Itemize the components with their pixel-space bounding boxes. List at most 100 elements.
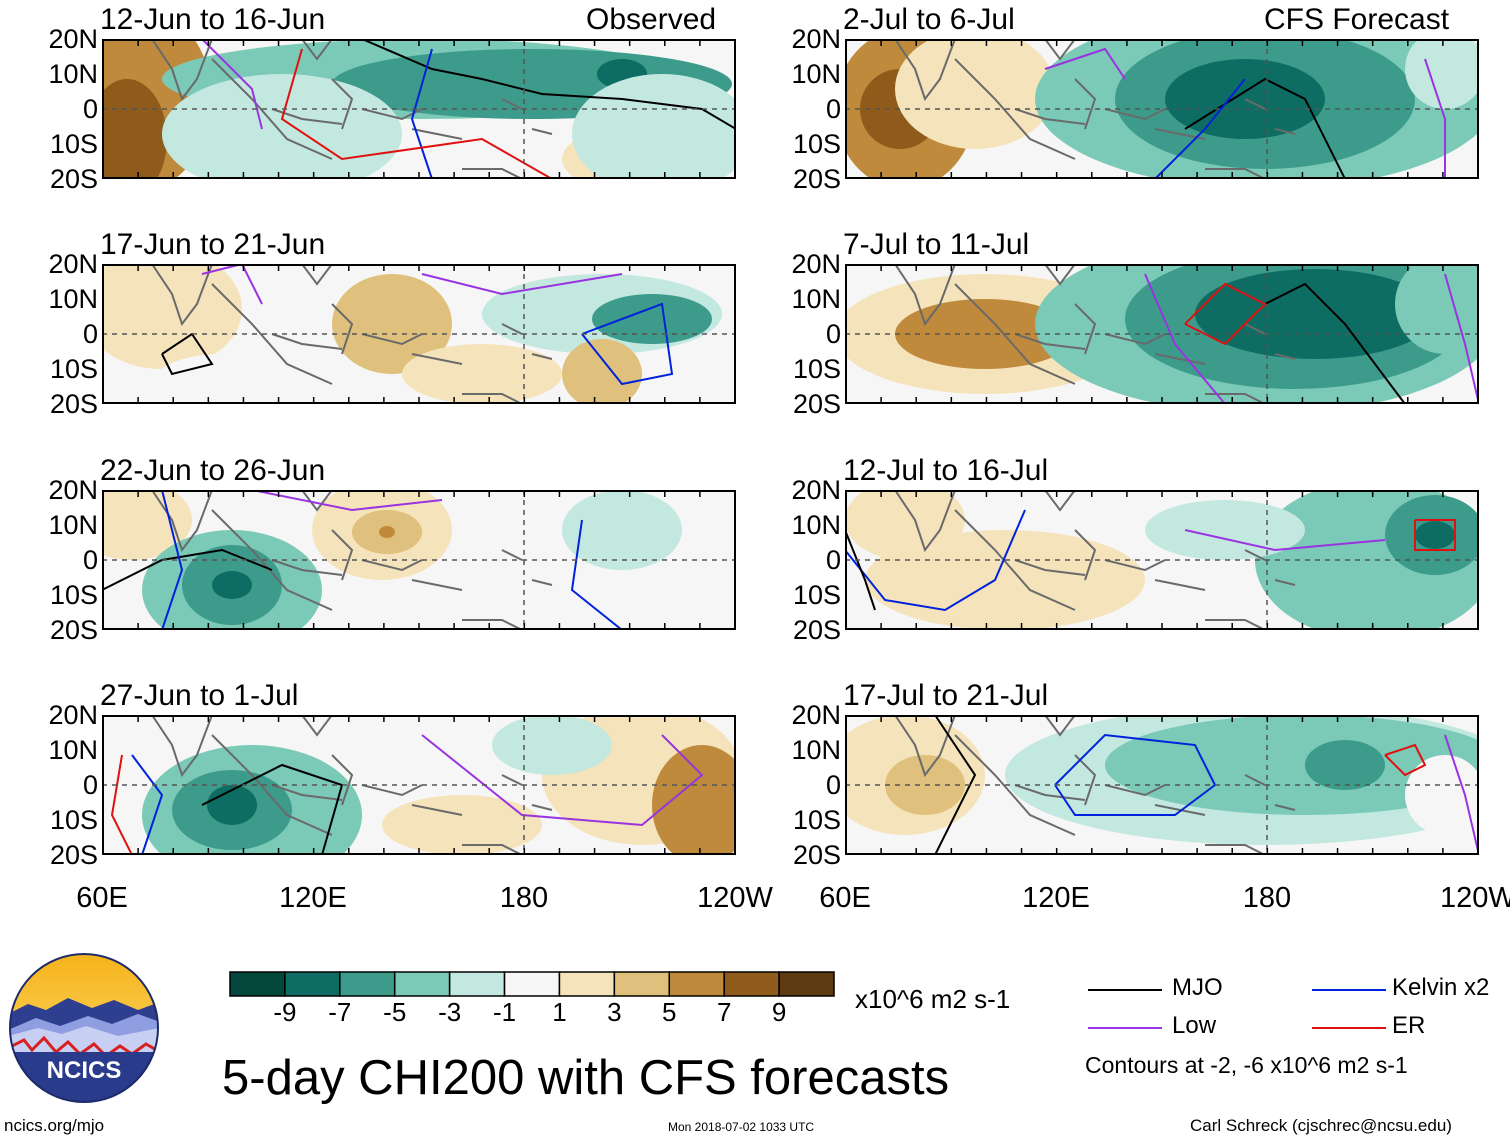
wave-contour bbox=[1264, 282, 1406, 404]
colorbar-tick-label: -9 bbox=[273, 997, 297, 1027]
colorbar-tick-label: -1 bbox=[492, 997, 517, 1027]
coastline bbox=[151, 715, 553, 855]
website-link[interactable]: ncics.org/mjo bbox=[4, 1116, 105, 1135]
logo-text: NCICS bbox=[47, 1057, 122, 1084]
wave-contour bbox=[161, 490, 184, 630]
lat-tick-10n-panel-5: 10N bbox=[791, 59, 841, 89]
lat-tick-0-panel-7: 0 bbox=[825, 545, 841, 575]
legend-label-kelvin: Kelvin x2 bbox=[1392, 974, 1490, 1001]
lat-tick-20s-panel-4: 20S bbox=[49, 840, 98, 870]
lat-tick-10s-panel-8: 10S bbox=[792, 805, 841, 835]
map-panel-6 bbox=[845, 264, 1479, 404]
legend-line-mjo bbox=[1088, 989, 1162, 991]
lat-tick-20s-panel-8: 20S bbox=[792, 840, 841, 870]
colorbar-tick-label: 1 bbox=[552, 997, 567, 1027]
legend-label-mjo: MJO bbox=[1172, 974, 1223, 1001]
lat-tick-0-panel-8: 0 bbox=[825, 770, 841, 800]
wave-contour bbox=[280, 48, 553, 179]
anomaly-region bbox=[1405, 39, 1479, 109]
colorbar-swatch bbox=[668, 971, 725, 997]
coastline bbox=[894, 490, 1296, 630]
legend-line-kelvin bbox=[1312, 989, 1386, 991]
contour-note: Contours at -2, -6 x10^6 m2 s-1 bbox=[1085, 1052, 1408, 1078]
wave-contour bbox=[131, 754, 164, 855]
colorbar-swatch bbox=[339, 971, 396, 997]
lat-tick-10s-panel-3: 10S bbox=[49, 580, 98, 610]
anomaly-region bbox=[102, 490, 192, 560]
lat-tick-20n-panel-1: 20N bbox=[48, 24, 98, 54]
anomaly-region bbox=[1105, 715, 1479, 815]
lat-tick-10s-panel-7: 10S bbox=[792, 580, 841, 610]
map-panel-5 bbox=[845, 39, 1479, 179]
anomaly-region bbox=[207, 785, 257, 825]
wave-contour bbox=[251, 490, 443, 512]
lat-tick-10s-panel-6: 10S bbox=[792, 354, 841, 384]
lat-tick-20n-panel-3: 20N bbox=[48, 475, 98, 505]
lat-tick-0-panel-5: 0 bbox=[825, 94, 841, 124]
anomaly-region bbox=[162, 74, 402, 179]
wave-contour bbox=[1154, 78, 1246, 179]
map-panel-2 bbox=[102, 264, 736, 404]
lat-tick-20n-panel-8: 20N bbox=[791, 700, 841, 730]
legend-label-er: ER bbox=[1392, 1012, 1426, 1039]
lat-tick-0-panel-3: 0 bbox=[82, 545, 98, 575]
wave-contour bbox=[1414, 519, 1456, 551]
lat-tick-10n-panel-1: 10N bbox=[48, 59, 98, 89]
lat-tick-20n-panel-7: 20N bbox=[791, 475, 841, 505]
wave-contour bbox=[421, 273, 623, 296]
anomaly-region bbox=[1305, 740, 1385, 790]
colorbar-tick-label: 7 bbox=[716, 997, 732, 1027]
wave-contour bbox=[1184, 529, 1386, 552]
colorbar-swatch bbox=[448, 971, 506, 997]
anomaly-region bbox=[1145, 500, 1305, 560]
lat-tick-0-panel-6: 0 bbox=[825, 319, 841, 349]
legend-line-low bbox=[1088, 1027, 1162, 1029]
chart-title: 5-day CHI200 with CFS forecasts bbox=[222, 1051, 950, 1105]
anomaly-region bbox=[865, 530, 1145, 630]
anomaly-region bbox=[562, 490, 682, 570]
lat-tick-20s-panel-7: 20S bbox=[792, 615, 841, 645]
panel-title-3: 22-Jun to 26-Jun bbox=[100, 454, 326, 487]
lon-tick-120w-left: 120W bbox=[697, 882, 773, 914]
lat-tick-20s-panel-3: 20S bbox=[49, 615, 98, 645]
lat-tick-10s-panel-4: 10S bbox=[49, 805, 98, 835]
wave-contour bbox=[201, 39, 263, 130]
lon-tick-60e-left: 60E bbox=[76, 882, 128, 914]
panel-title-5: 2-Jul to 6-Jul bbox=[843, 3, 1015, 36]
ncics-logo: NCICS bbox=[9, 953, 159, 1103]
colorbar-tick-label: 5 bbox=[662, 997, 677, 1027]
wave-contour bbox=[421, 734, 704, 827]
lat-tick-10n-panel-4: 10N bbox=[48, 735, 98, 765]
anomaly-region bbox=[1405, 755, 1479, 835]
legend-label-low: Low bbox=[1172, 1012, 1217, 1039]
colorbar-swatch bbox=[284, 971, 341, 997]
lon-tick-120e-right: 120E bbox=[1022, 882, 1090, 914]
wave-contour bbox=[845, 509, 1026, 612]
legend-line-er bbox=[1312, 1027, 1386, 1029]
anomaly-region bbox=[382, 795, 542, 855]
coastline bbox=[894, 39, 1296, 179]
lat-tick-20n-panel-6: 20N bbox=[791, 249, 841, 279]
panel-title-7: 12-Jul to 16-Jul bbox=[843, 454, 1049, 487]
wave-contour bbox=[1184, 282, 1267, 346]
colorbar-swatch bbox=[503, 971, 561, 997]
cfs-forecast-label: CFS Forecast bbox=[1264, 3, 1450, 36]
colorbar-swatch bbox=[613, 971, 671, 997]
lat-tick-20n-panel-5: 20N bbox=[791, 24, 841, 54]
anomaly-region bbox=[102, 264, 242, 369]
colorbar-swatch bbox=[723, 971, 780, 997]
timestamp: Mon 2018-07-02 1033 UTC bbox=[668, 1120, 815, 1134]
units-label: x10^6 m2 s-1 bbox=[855, 984, 1011, 1014]
lat-tick-10s-panel-2: 10S bbox=[49, 354, 98, 384]
wave-contour bbox=[1424, 58, 1446, 179]
wave-contour bbox=[201, 264, 263, 305]
map-panel-1 bbox=[102, 39, 736, 179]
panel-title-6: 7-Jul to 11-Jul bbox=[843, 228, 1030, 261]
anomaly-region bbox=[332, 274, 452, 374]
map-panel-7 bbox=[845, 490, 1479, 630]
colorbar-tick-label: 9 bbox=[771, 997, 787, 1027]
lat-tick-20s-panel-6: 20S bbox=[792, 389, 841, 419]
lat-tick-20n-panel-4: 20N bbox=[48, 700, 98, 730]
anomaly-region bbox=[152, 354, 292, 404]
anomaly-region bbox=[592, 294, 712, 344]
